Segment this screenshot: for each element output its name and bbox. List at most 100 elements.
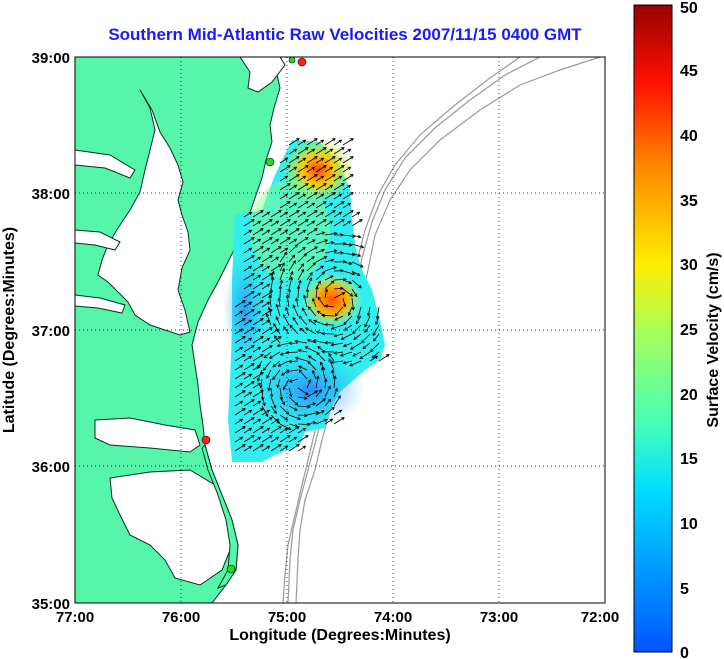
velocity-vector-head	[260, 246, 264, 250]
velocity-vector	[279, 183, 291, 191]
velocity-vector-head	[349, 363, 353, 367]
velocity-vector	[261, 265, 270, 272]
velocity-vector	[288, 414, 301, 420]
velocity-vector-head	[329, 184, 334, 188]
velocity-vector	[355, 315, 362, 324]
velocity-vector	[279, 262, 285, 272]
velocity-vector-head	[283, 251, 288, 256]
velocity-vector	[364, 324, 371, 333]
velocity-vector-head	[278, 426, 282, 430]
velocity-vector	[359, 351, 371, 360]
velocity-vector	[288, 210, 300, 218]
velocity-vector	[277, 378, 281, 388]
velocity-vector	[234, 444, 246, 452]
velocity-vector	[331, 360, 344, 363]
velocity-vector-head	[327, 398, 332, 403]
velocity-vector	[306, 239, 316, 245]
velocity-vector-head	[347, 220, 352, 224]
velocity-vector-head	[279, 352, 284, 356]
velocity-vector-head	[309, 272, 313, 276]
velocity-vector-head	[371, 354, 376, 359]
velocity-vector	[343, 342, 353, 347]
velocity-vector	[295, 357, 308, 362]
velocity-vector	[299, 327, 308, 335]
velocity-vector	[297, 427, 306, 434]
velocity-vector	[297, 435, 309, 443]
velocity-vector	[297, 247, 306, 254]
velocity-green-region	[250, 180, 330, 280]
velocity-vector	[297, 157, 306, 164]
velocity-vector	[234, 436, 243, 443]
velocity-vector	[315, 201, 327, 209]
velocity-vector	[252, 220, 261, 227]
velocity-vector-head	[257, 328, 262, 332]
velocity-vector-head	[266, 374, 270, 379]
velocity-vector-head	[321, 331, 325, 336]
velocity-vector	[343, 315, 353, 325]
velocity-vector	[343, 360, 353, 364]
velocity-vector-head	[296, 426, 300, 430]
velocity-vector	[295, 298, 299, 308]
velocity-vector	[321, 367, 326, 380]
velocity-vector-head	[315, 411, 320, 415]
y-axis-label: Latitude (Degrees:Minutes)	[1, 227, 18, 433]
velocity-vector-head	[320, 410, 325, 414]
velocity-vector-head	[312, 239, 316, 243]
velocity-vector	[324, 406, 335, 416]
velocity-vector-head	[298, 279, 302, 284]
velocity-vector-head	[333, 351, 338, 355]
velocity-vector	[279, 193, 288, 200]
velocity-vector	[279, 445, 288, 452]
velocity-vector	[243, 283, 252, 290]
velocity-vector	[333, 219, 345, 227]
velocity-vector	[292, 304, 299, 317]
velocity-vector	[279, 175, 288, 182]
map-title: Southern Mid-Atlantic Raw Velocities 200…	[108, 25, 582, 44]
velocity-vector-head	[355, 320, 360, 325]
velocity-vector-head	[257, 220, 262, 224]
velocity-vector-head	[271, 270, 275, 275]
velocity-vector-head	[321, 248, 326, 253]
velocity-vector-head	[324, 322, 328, 327]
velocity-vector-head	[304, 391, 309, 396]
velocity-vector-head	[269, 345, 273, 349]
velocity-vector	[288, 166, 297, 173]
velocity-vector	[342, 148, 351, 155]
velocity-vector-head	[331, 406, 335, 411]
velocity-vector	[306, 138, 318, 146]
velocity-vector	[333, 417, 345, 425]
velocity-vector	[243, 445, 252, 452]
velocity-vector-head	[307, 360, 311, 365]
velocity-vector-head	[296, 174, 300, 178]
velocity-vector-head	[292, 260, 296, 264]
velocity-vector-head	[330, 326, 335, 330]
velocity-vector-head	[248, 445, 253, 449]
velocity-vector-head	[296, 138, 300, 142]
velocity-vector	[243, 363, 255, 371]
velocity-vector-head	[359, 264, 364, 268]
velocity-vector	[234, 382, 243, 389]
velocity-vector	[252, 354, 264, 362]
velocity-vector	[333, 388, 338, 398]
velocity-vector-head	[320, 193, 325, 197]
velocity-vector-head	[359, 355, 364, 360]
velocity-vector	[261, 387, 264, 401]
albemarle-sound	[94, 417, 201, 453]
velocity-vector	[317, 296, 326, 308]
velocity-vector	[328, 353, 335, 362]
velocity-vector-head	[296, 210, 300, 214]
velocity-vector-head	[329, 166, 334, 170]
velocity-vector-head	[268, 294, 272, 298]
velocity-vector	[234, 336, 246, 344]
velocity-vector-head	[304, 327, 309, 331]
velocity-vector-head	[305, 435, 309, 439]
velocity-vector-head	[251, 327, 255, 331]
velocity-vector-head	[282, 313, 287, 318]
velocity-vector	[270, 238, 279, 245]
velocity-vector-head	[333, 333, 338, 338]
velocity-vector-head	[265, 413, 269, 418]
velocity-vector	[288, 426, 300, 434]
velocity-vector-head	[260, 444, 264, 448]
bay-tributary-lower	[75, 294, 126, 314]
chesapeake-bay	[97, 89, 191, 336]
